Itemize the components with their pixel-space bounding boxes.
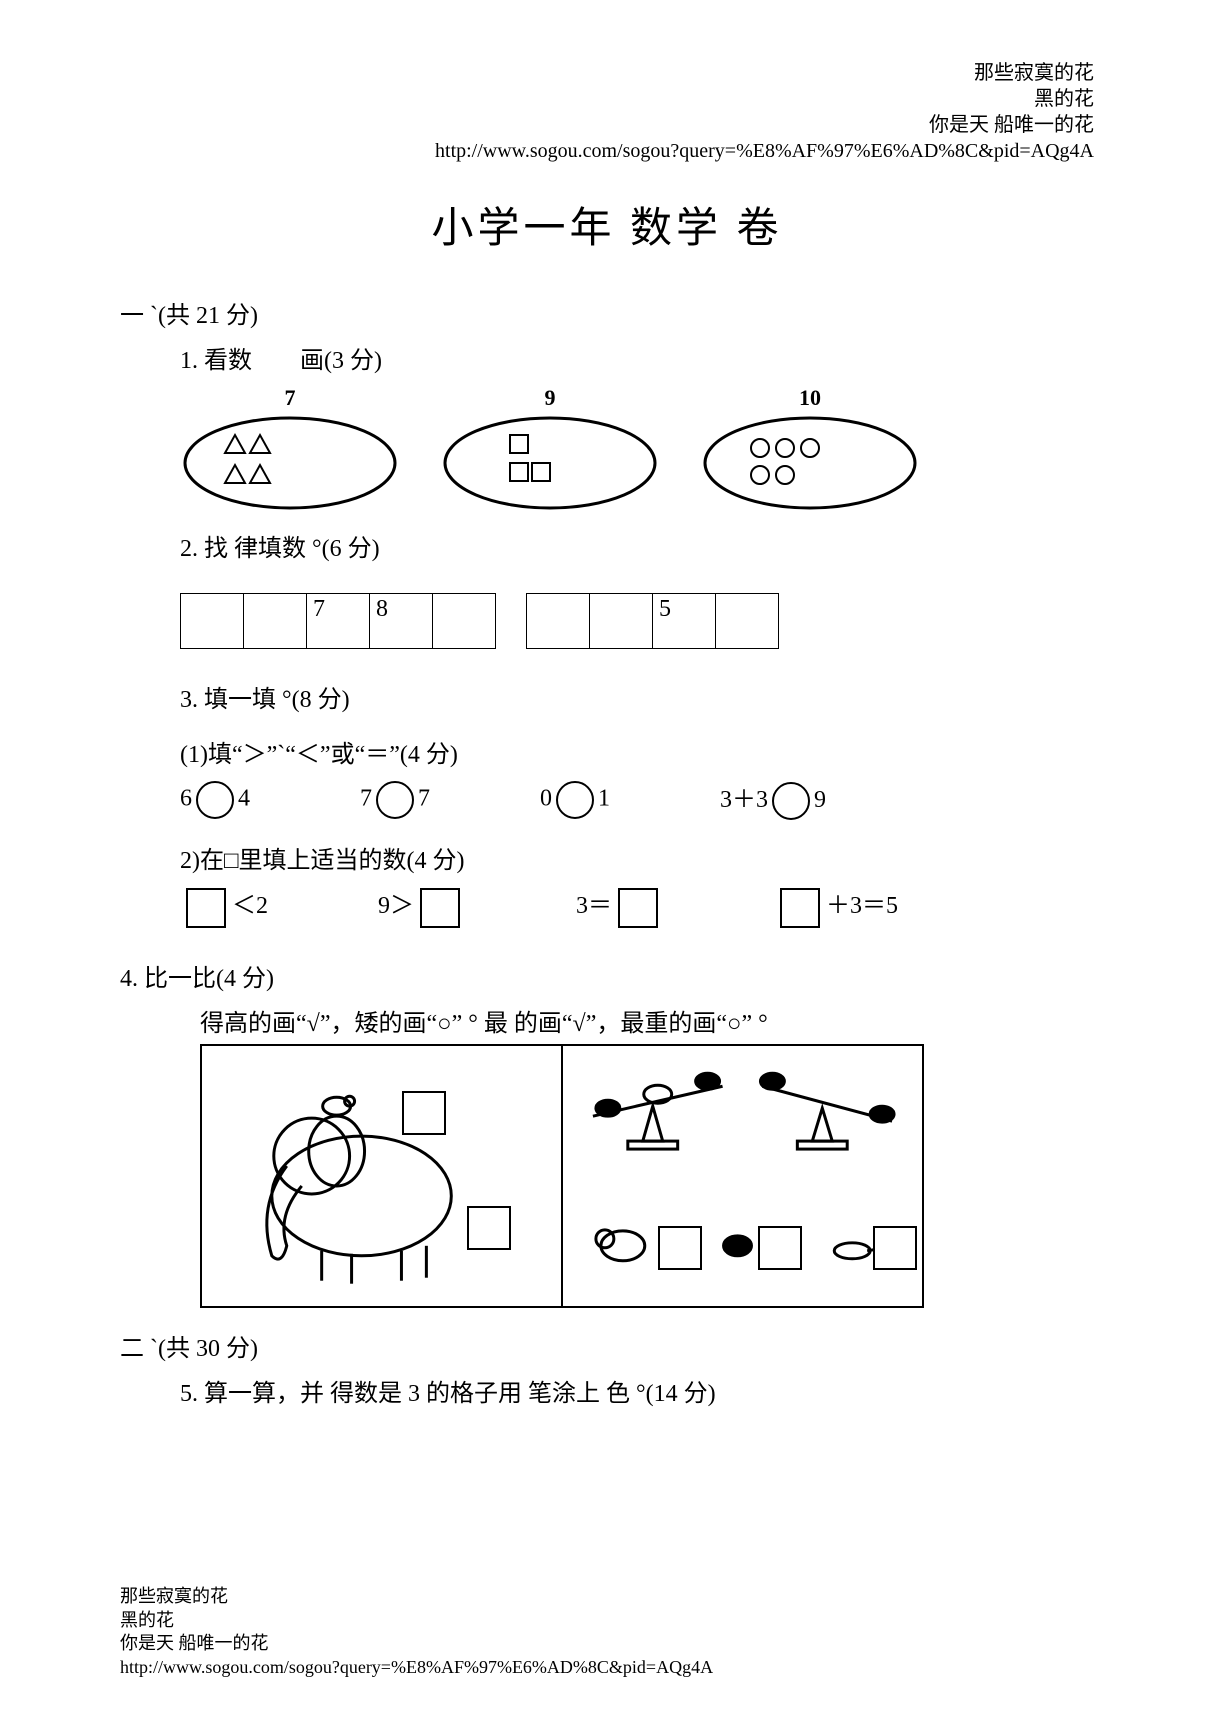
q3a: (1)填“＞”`“＜”或“＝”(4 分) (180, 734, 1094, 769)
oval-9-num: 9 (440, 385, 660, 411)
comp-0-r: 4 (238, 785, 250, 811)
footer-url: http://www.sogou.com/sogou?query=%E8%AF%… (120, 1656, 713, 1679)
seq2-c2: 5 (653, 594, 716, 649)
fill-2-txt: 3＝ (576, 893, 612, 919)
square-blank (780, 888, 820, 928)
footer-line2: 黑的花 (120, 1609, 713, 1632)
section2-head: 二 `(共 30 分) (120, 1328, 1094, 1363)
seq1-c1 (244, 594, 307, 649)
comp-0-l: 6 (180, 785, 192, 811)
seq1-c3: 8 (370, 594, 433, 649)
compare-row: 64 77 01 3＋39 (180, 779, 1094, 820)
circle-blank (772, 782, 810, 820)
oval-7: 7 (180, 385, 400, 518)
fill-3: ＋3＝5 (774, 885, 898, 927)
seq2-c0 (527, 594, 590, 649)
oval-7-num: 7 (180, 385, 400, 411)
square-blank (186, 888, 226, 928)
elephant-icon (202, 1046, 561, 1306)
q4-left (202, 1046, 563, 1306)
comp-1: 77 (360, 781, 430, 819)
header-line1: 那些寂寞的花 (120, 60, 1094, 86)
ovals-row: 7 9 (180, 385, 1094, 518)
comp-0: 64 (180, 781, 250, 819)
seq1-c2: 7 (307, 594, 370, 649)
comp-1-r: 7 (418, 785, 430, 811)
comp-2: 01 (540, 781, 610, 819)
comp-2-r: 1 (598, 785, 610, 811)
seq1-c0 (181, 594, 244, 649)
fill-2: 3＝ (576, 885, 664, 927)
oval-9: 9 (440, 385, 660, 518)
fill-0-txt: ＜2 (232, 893, 268, 919)
q2: 2. 找 律填数 °(6 分) (180, 528, 1094, 563)
fill-0: ＜2 (180, 885, 268, 927)
oval-10-svg (700, 413, 920, 513)
seq-table-2: 5 (526, 593, 779, 649)
comp-3-r: 9 (814, 787, 826, 813)
seq1-c4 (433, 594, 496, 649)
answer-box (467, 1206, 511, 1250)
header-meta: 那些寂寞的花 黑的花 你是天 船唯一的花 http://www.sogou.co… (120, 60, 1094, 164)
oval-10: 10 (700, 385, 920, 518)
answer-box (402, 1091, 446, 1135)
seq-table-1: 7 8 (180, 593, 496, 649)
footer-line3: 你是天 船唯一的花 (120, 1632, 713, 1655)
q4-box (200, 1044, 924, 1308)
fill-3-txt: ＋3＝5 (826, 893, 898, 919)
page-title: 小学一年 数学 卷 (120, 194, 1094, 255)
q4-right (563, 1046, 922, 1306)
seq2-c1 (590, 594, 653, 649)
fill-1: 9＞ (378, 885, 466, 927)
header-url: http://www.sogou.com/sogou?query=%E8%AF%… (120, 138, 1094, 164)
q4-head: 4. 比一比(4 分) (120, 958, 1094, 993)
fill-1-txt: 9＞ (378, 893, 414, 919)
page: 那些寂寞的花 黑的花 你是天 船唯一的花 http://www.sogou.co… (0, 0, 1214, 1719)
q3: 3. 填一填 °(8 分) (180, 679, 1094, 714)
q4-instr: 得高的画“√”，矮的画“○” ° 最 的画“√”，最重的画“○” ° (200, 1003, 1094, 1038)
q5: 5. 算一算，并 得数是 3 的格子用 笔涂上 色 °(14 分) (180, 1373, 1094, 1408)
square-blank (618, 888, 658, 928)
circle-blank (556, 781, 594, 819)
q1: 1. 看数 画(3 分) (180, 340, 1094, 375)
comp-1-l: 7 (360, 785, 372, 811)
seq-tables: 7 8 5 (180, 593, 1094, 649)
header-line2: 黑的花 (120, 86, 1094, 112)
circle-blank (376, 781, 414, 819)
oval-10-num: 10 (700, 385, 920, 411)
oval-7-svg (180, 413, 400, 513)
answer-box (658, 1226, 702, 1270)
comp-3: 3＋3 9 (720, 779, 826, 820)
q3b: 2)在□里填上适当的数(4 分) (180, 840, 1094, 875)
circle-blank (196, 781, 234, 819)
section1-head: 一 `(共 21 分) (120, 295, 1094, 330)
header-line3: 你是天 船唯一的花 (120, 112, 1094, 138)
footer-line1: 那些寂寞的花 (120, 1585, 713, 1608)
seesaw-icon (563, 1046, 922, 1306)
oval-9-svg (440, 413, 660, 513)
seq2-c3 (716, 594, 779, 649)
footer-meta: 那些寂寞的花 黑的花 你是天 船唯一的花 http://www.sogou.co… (120, 1585, 713, 1679)
answer-box (758, 1226, 802, 1270)
comp-3-l: 3＋3 (720, 787, 768, 813)
comp-2-l: 0 (540, 785, 552, 811)
answer-box (873, 1226, 917, 1270)
square-blank (420, 888, 460, 928)
fill-row: ＜2 9＞ 3＝ ＋3＝5 (180, 885, 1094, 927)
